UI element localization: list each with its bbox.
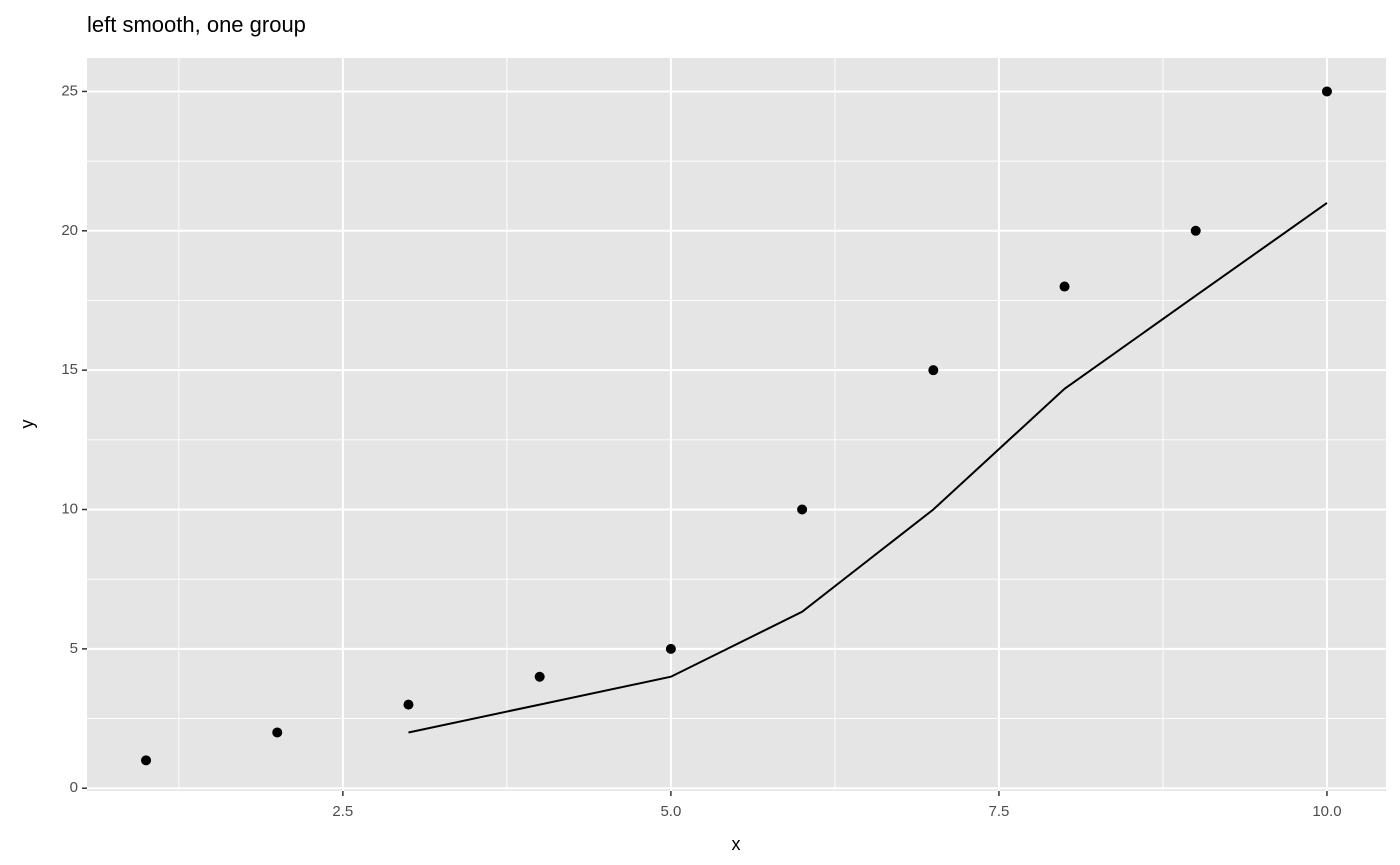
y-tick-label: 20 xyxy=(61,222,78,239)
y-axis-label: y xyxy=(17,420,37,429)
point xyxy=(141,755,152,766)
point xyxy=(1321,86,1332,97)
x-tick-label: 5.0 xyxy=(660,803,681,820)
point xyxy=(403,699,414,710)
x-tick-label: 2.5 xyxy=(332,803,353,820)
point xyxy=(272,727,283,738)
point xyxy=(797,504,808,515)
y-tick-label: 25 xyxy=(61,82,78,99)
point xyxy=(928,365,939,376)
chart-title: left smooth, one group xyxy=(87,12,306,37)
y-tick-label: 15 xyxy=(61,361,78,378)
y-tick-label: 10 xyxy=(61,500,78,517)
x-axis-label: x xyxy=(732,834,741,854)
y-tick-label: 0 xyxy=(70,779,78,796)
smooth-line xyxy=(408,202,1328,734)
point xyxy=(534,671,545,682)
point xyxy=(1190,225,1201,236)
x-tick-label: 7.5 xyxy=(988,803,1009,820)
x-tick-label: 10.0 xyxy=(1312,803,1341,820)
panel xyxy=(87,58,1386,791)
point xyxy=(1059,281,1070,292)
point xyxy=(665,643,676,654)
y-tick-label: 5 xyxy=(70,640,78,657)
